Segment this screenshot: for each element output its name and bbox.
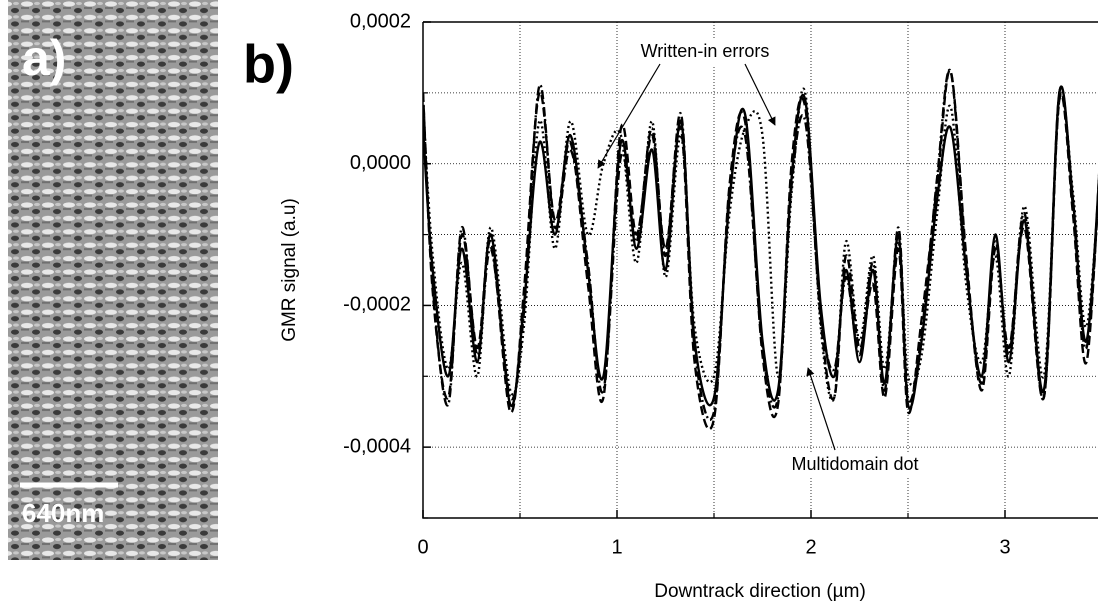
- annotation-bg: [775, 452, 935, 478]
- y-axis-title: GMR signal (a.u): [279, 198, 300, 342]
- x-tick-label: 1: [611, 536, 622, 558]
- image-panel: a) 640nm: [8, 0, 218, 560]
- plot: 0,0002 0,0000 -0,0002 -0,0004 0 1 2 3 Written-in…: [343, 10, 1098, 558]
- annotation-arrow: [744, 63, 776, 126]
- data-line: [423, 68, 1098, 421]
- axis-frame: [422, 21, 1098, 519]
- annotation: Multidomain dot: [791, 454, 918, 474]
- annotation-bg: [625, 39, 785, 65]
- panel-label: b): [243, 34, 294, 94]
- y-tick-label: -0,0004: [343, 435, 411, 457]
- y-tick-label: 0,0002: [350, 10, 411, 32]
- annotation-arrow: [597, 63, 661, 169]
- x-tick-label: 2: [805, 536, 816, 558]
- y-tick-label: -0,0002: [343, 294, 411, 316]
- data-line: [423, 87, 1098, 402]
- micrograph: [8, 0, 218, 560]
- annotation: Written-in errors: [641, 41, 770, 61]
- y-tick-label: 0,0000: [350, 152, 411, 174]
- x-tick-label: 0: [417, 536, 428, 558]
- x-axis-title: Downtrack direction (µm): [654, 581, 866, 602]
- panel-label: a): [22, 30, 66, 86]
- x-tick-label: 3: [999, 536, 1010, 558]
- data-line: [423, 69, 1098, 431]
- scale-bar-label: 640nm: [22, 498, 104, 528]
- annotation-arrow: [806, 367, 836, 451]
- series-group: [423, 68, 1098, 431]
